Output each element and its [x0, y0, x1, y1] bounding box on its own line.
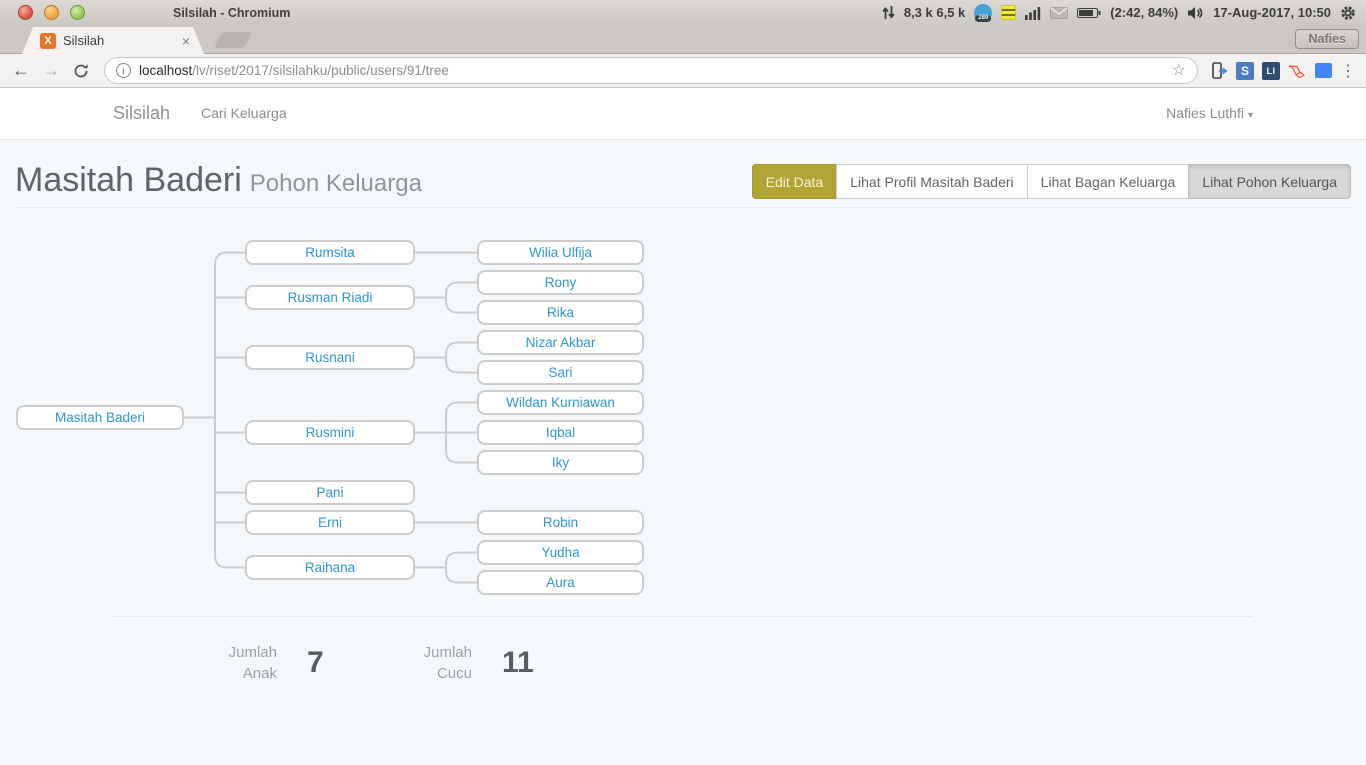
window-close-button[interactable]	[18, 5, 33, 20]
tree-node[interactable]: Yudha	[477, 540, 644, 565]
window-titlebar: Silsilah - Chromium 8,3 k 6,5 k 289 (2:4…	[0, 0, 1366, 25]
notes-icon[interactable]	[1001, 5, 1017, 20]
forward-button[interactable]: →	[42, 60, 60, 80]
tree-node[interactable]: Rusman Riadi	[245, 285, 415, 310]
tree-node[interactable]: Raihana	[245, 555, 415, 580]
page-title: Masitah Baderi Pohon Keluarga	[15, 161, 422, 199]
battery-icon[interactable]	[1077, 7, 1101, 19]
window-controls	[18, 5, 85, 20]
network-updown-icon[interactable]	[882, 5, 895, 20]
user-dropdown[interactable]: Nafies Luthfi ▾	[1166, 105, 1253, 121]
stat-label-anak: Jumlah Anak	[228, 644, 277, 682]
window-maximize-button[interactable]	[70, 5, 85, 20]
browser-tab[interactable]: X Silsilah ×	[22, 27, 204, 54]
tab-strip: X Silsilah × Nafies	[0, 25, 1366, 54]
gear-icon[interactable]	[1340, 5, 1356, 21]
bookmark-star-icon[interactable]: ☆	[1171, 61, 1186, 79]
window-minimize-button[interactable]	[44, 5, 59, 20]
tree-node[interactable]: Masitah Baderi	[16, 405, 184, 430]
stat-label-cucu: Jumlah Cucu	[423, 644, 472, 682]
li-extension-icon[interactable]: LI	[1260, 60, 1282, 82]
chevron-down-icon: ▾	[1247, 110, 1253, 121]
browser-profile-button[interactable]: Nafies	[1295, 29, 1359, 49]
site-navbar: Silsilah Cari Keluarga Nafies Luthfi ▾	[0, 88, 1366, 140]
clock-text[interactable]: 17-Aug-2017, 10:50	[1213, 5, 1331, 20]
system-tray: 8,3 k 6,5 k 289 (2:42, 84%) 17-Aug-2017,…	[882, 3, 1366, 22]
action-lihat-bagan-keluarga[interactable]: Lihat Bagan Keluarga	[1026, 164, 1190, 199]
browser-toolbar: ← → i localhost/lv/riset/2017/silsilahku…	[0, 54, 1366, 88]
page-subtitle: Pohon Keluarga	[249, 170, 422, 197]
stat-value-anak: 7	[307, 646, 324, 679]
tree-node[interactable]: Rika	[477, 300, 644, 325]
laravel-extension-icon[interactable]	[1286, 60, 1308, 82]
page-info-icon[interactable]: i	[116, 63, 131, 78]
tree-node[interactable]: Rusmini	[245, 420, 415, 445]
action-lihat-pohon-keluarga[interactable]: Lihat Pohon Keluarga	[1188, 164, 1351, 199]
address-bar[interactable]: i localhost/lv/riset/2017/silsilahku/pub…	[104, 57, 1198, 84]
tree-connectors	[183, 251, 478, 584]
volume-icon[interactable]	[1187, 6, 1204, 20]
action-button-group: Edit Data Lihat Profil Masitah Baderi Liha…	[751, 164, 1351, 199]
webpage: Silsilah Cari Keluarga Nafies Luthfi ▾ Ma…	[0, 88, 1366, 765]
url-text[interactable]: localhost/lv/riset/2017/silsilahku/publi…	[139, 63, 449, 78]
back-button[interactable]: ←	[12, 60, 30, 80]
url-host: localhost	[139, 63, 193, 78]
action-lihat-profil-masitah-baderi[interactable]: Lihat Profil Masitah Baderi	[836, 164, 1028, 199]
nav-link-cari-keluarga[interactable]: Cari Keluarga	[201, 105, 287, 121]
stats-divider	[113, 616, 1253, 617]
tab-favicon-xampp-icon: X	[40, 33, 56, 49]
signal-bars-icon[interactable]	[1025, 6, 1041, 20]
tree-node[interactable]: Sari	[477, 360, 644, 385]
send-to-phone-icon[interactable]	[1208, 60, 1230, 82]
tab-close-icon[interactable]: ×	[181, 32, 190, 49]
sync-badge-icon[interactable]: 289	[974, 3, 993, 22]
url-path: /lv/riset/2017/silsilahku/public/users/9…	[192, 63, 449, 78]
new-tab-button[interactable]	[213, 32, 253, 48]
tree-node[interactable]: Nizar Akbar	[477, 330, 644, 355]
sync-badge-count: 289	[975, 14, 992, 22]
reload-button[interactable]	[68, 58, 94, 84]
tree-node[interactable]: Wilia Ulfija	[477, 240, 644, 265]
battery-text: (2:42, 84%)	[1110, 5, 1179, 20]
tree-node[interactable]: Iqbal	[477, 420, 644, 445]
browser-menu-kebab-icon[interactable]: ⋮	[1340, 62, 1356, 80]
mail-icon[interactable]	[1050, 6, 1069, 19]
blue-extension-icon[interactable]	[1312, 60, 1334, 82]
family-tree: Masitah Baderi Rumsita Wilia Ulfija Rusman …	[0, 240, 700, 620]
action-edit-data[interactable]: Edit Data	[751, 164, 838, 199]
header-divider	[15, 207, 1351, 208]
tree-node[interactable]: Robin	[477, 510, 644, 535]
tree-node[interactable]: Rony	[477, 270, 644, 295]
tree-node[interactable]: Rumsita	[245, 240, 415, 265]
tree-node[interactable]: Rusnani	[245, 345, 415, 370]
tree-node[interactable]: Erni	[245, 510, 415, 535]
navbar-brand[interactable]: Silsilah	[113, 103, 171, 123]
tree-node[interactable]: Wildan Kurniawan	[477, 390, 644, 415]
stat-value-cucu: 11	[502, 646, 534, 679]
window-title: Silsilah - Chromium	[173, 5, 291, 20]
s-extension-icon[interactable]: S	[1234, 60, 1256, 82]
network-speed-text: 8,3 k 6,5 k	[903, 5, 966, 20]
tab-title: Silsilah	[63, 33, 105, 48]
tree-node[interactable]: Iky	[477, 450, 644, 475]
tree-node[interactable]: Aura	[477, 570, 644, 595]
tree-node[interactable]: Pani	[245, 480, 415, 505]
